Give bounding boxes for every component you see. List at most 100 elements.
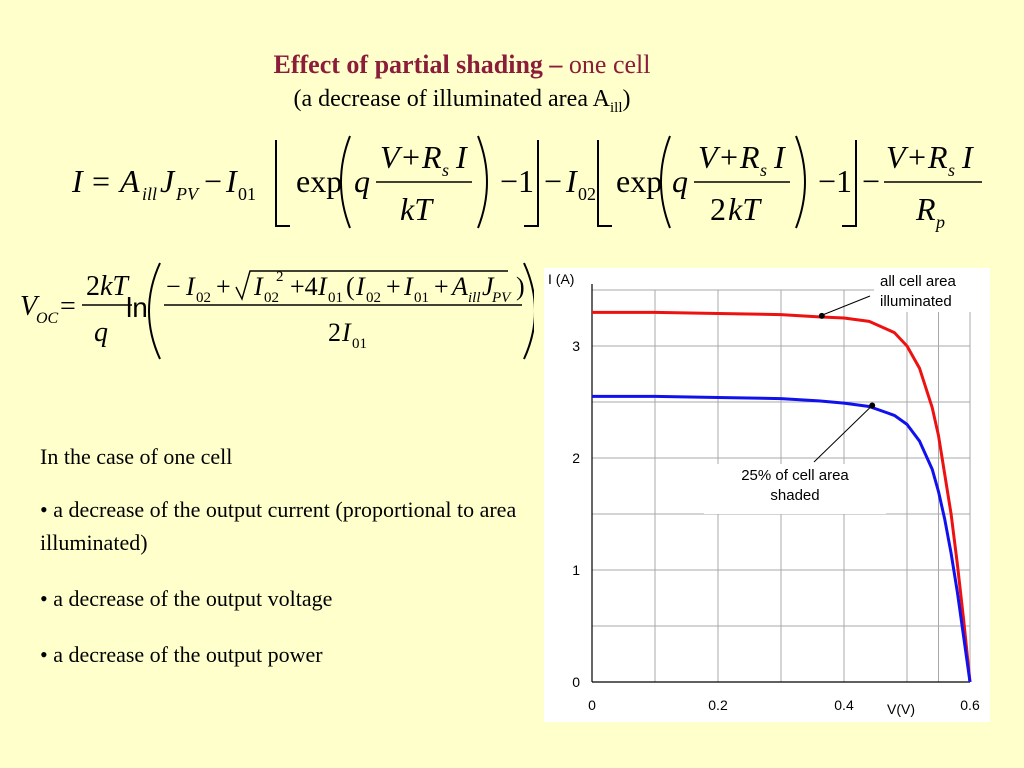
svg-text:V: V	[886, 139, 909, 175]
svg-text:R: R	[421, 139, 442, 175]
iv-chart: 0 1 2 3 0 0.2 0.4 0.6 I (A) V(V) all cell area illu…	[548, 270, 988, 717]
annotation-arrowhead-1	[869, 402, 876, 409]
y-tick-label-0: 0	[572, 674, 580, 690]
annotation-arrowhead-0	[818, 312, 825, 319]
svg-text:I: I	[565, 163, 578, 199]
svg-text:V: V	[698, 139, 721, 175]
svg-text:V: V	[20, 291, 40, 322]
y-tick-label-2: 2	[572, 450, 580, 466]
svg-text:ill: ill	[468, 290, 481, 306]
svg-text:A: A	[118, 163, 140, 199]
svg-text:I: I	[355, 272, 366, 301]
svg-text:I: I	[341, 318, 352, 347]
voc-equation: V OC = 2 kT q ln − I 02 + I 02 2 +4 I 01…	[20, 262, 534, 360]
iv-equation: I = A ill J PV − I 01 exp q V + R s I kT…	[71, 135, 982, 232]
svg-text:I: I	[455, 139, 468, 175]
svg-text:I: I	[185, 272, 196, 301]
annotation-arrow-0	[822, 295, 871, 316]
svg-text:(: (	[346, 272, 355, 301]
annotation-text-0-0: all cell area	[880, 273, 957, 290]
svg-text:): )	[516, 272, 525, 301]
svg-text:−: −	[544, 163, 562, 199]
svg-text:+: +	[434, 272, 449, 301]
subtitle-sub: ill	[609, 99, 623, 116]
annotation-text-1-1: shaded	[770, 487, 819, 504]
svg-text:s: s	[442, 160, 449, 180]
svg-text:kT: kT	[400, 191, 434, 227]
svg-text:02: 02	[366, 290, 381, 306]
svg-text:01: 01	[328, 290, 343, 306]
bullet-list: In the case of one cell • a decrease of …	[40, 440, 540, 694]
svg-text:R: R	[927, 139, 948, 175]
svg-text:−1: −1	[500, 163, 534, 199]
svg-text:R: R	[739, 139, 760, 175]
svg-text:A: A	[450, 272, 468, 301]
annotation-arrow-1	[813, 404, 874, 463]
svg-text:J: J	[482, 272, 495, 301]
svg-text:PV: PV	[175, 184, 200, 204]
svg-text:V: V	[380, 139, 403, 175]
title-bold: Effect of partial shading –	[273, 50, 563, 79]
bullet-intro: In the case of one cell	[40, 444, 233, 469]
title-rest: one cell	[562, 50, 651, 79]
svg-text:01: 01	[414, 290, 429, 306]
annotation-box-0	[874, 270, 988, 312]
x-tick-label-0: 0	[588, 697, 596, 713]
svg-text:p: p	[934, 212, 945, 232]
svg-text:R: R	[915, 191, 936, 227]
svg-text:01: 01	[238, 184, 256, 204]
svg-text:=: =	[92, 163, 110, 199]
x-tick-label-1: 0.2	[708, 697, 728, 713]
svg-text:+: +	[720, 139, 738, 175]
svg-text:2: 2	[86, 271, 100, 302]
series-line-0	[592, 310, 972, 683]
svg-text:J: J	[160, 163, 176, 199]
svg-text:ill: ill	[142, 184, 157, 204]
svg-text:s: s	[948, 160, 955, 180]
subtitle-end: )	[622, 86, 631, 112]
annotation-text-0-1: illuminated	[880, 293, 952, 310]
bullet-item-current: • a decrease of the output current (prop…	[40, 497, 517, 555]
svg-text:2: 2	[710, 191, 726, 227]
bullet-item-power: • a decrease of the output power	[40, 642, 323, 667]
svg-text:+: +	[386, 272, 401, 301]
svg-text:PV: PV	[491, 290, 512, 306]
svg-text:exp: exp	[296, 163, 342, 199]
svg-text:q: q	[354, 163, 370, 199]
svg-text:s: s	[760, 160, 767, 180]
subtitle-main: (a decrease of illuminated area A	[293, 86, 610, 112]
x-tick-label-3: 0.6	[960, 697, 980, 713]
svg-text:I: I	[773, 139, 786, 175]
slide-subtitle: (a decrease of illuminated area Aill)	[0, 82, 924, 125]
bullet-item-voltage: • a decrease of the output voltage	[40, 586, 333, 611]
svg-text:q: q	[94, 317, 108, 348]
svg-text:02: 02	[578, 184, 596, 204]
annotation-box-1	[704, 464, 886, 514]
svg-text:01: 01	[352, 336, 367, 352]
svg-text:+: +	[908, 139, 926, 175]
svg-text:−: −	[862, 163, 880, 199]
svg-text:+: +	[402, 139, 420, 175]
svg-text:I: I	[403, 272, 414, 301]
svg-text:kT: kT	[728, 191, 762, 227]
svg-text:−: −	[204, 163, 222, 199]
svg-text:02: 02	[196, 290, 211, 306]
svg-text:−: −	[166, 272, 181, 301]
svg-text:02: 02	[264, 290, 279, 306]
series-line-1	[592, 394, 972, 683]
svg-text:+4: +4	[290, 272, 318, 301]
svg-text:=: =	[60, 291, 76, 322]
svg-text:kT: kT	[100, 271, 130, 302]
svg-text:exp: exp	[616, 163, 662, 199]
slide-title: Effect of partial shading – one cell	[0, 48, 924, 82]
svg-text:ln: ln	[126, 292, 148, 323]
iv-chart-panel: 0 1 2 3 0 0.2 0.4 0.6 I (A) V(V) all cell area illu…	[544, 268, 990, 722]
svg-text:I: I	[71, 163, 84, 199]
y-axis-label: I (A)	[548, 271, 574, 287]
svg-text:I: I	[961, 139, 974, 175]
svg-text:I: I	[225, 163, 238, 199]
y-tick-label-3: 3	[572, 338, 580, 354]
svg-text:I: I	[253, 272, 264, 301]
svg-text:q: q	[672, 163, 688, 199]
slide-title-block: Effect of partial shading – one cell (a …	[0, 48, 924, 125]
